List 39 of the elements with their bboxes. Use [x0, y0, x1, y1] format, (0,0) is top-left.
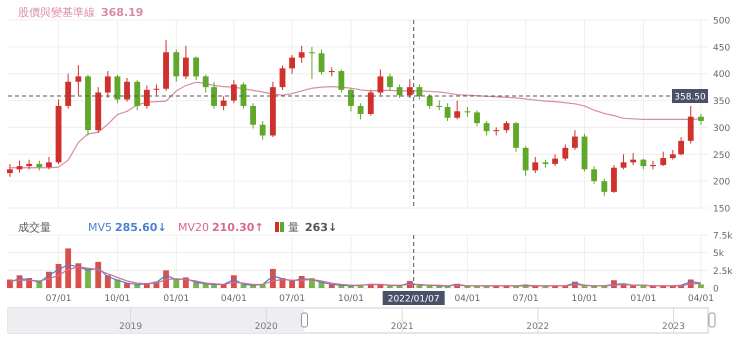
text: 368.19	[101, 6, 144, 19]
y-tick-label: 450	[713, 43, 730, 54]
x-tick-label: 01/01	[163, 294, 190, 304]
y-tick-label: 400	[713, 70, 730, 80]
legend-label: 量	[288, 221, 299, 234]
x-tick-label: 04/01	[220, 294, 247, 304]
x2-tick-label: 2020	[254, 322, 278, 332]
y-tick-label: 150	[713, 204, 730, 214]
x2-tick-label: 2023	[662, 322, 685, 332]
x-tick-label: 04/01	[688, 294, 714, 304]
y-tick-label: 250	[713, 150, 730, 161]
x-tick-label: 07/01	[46, 294, 72, 304]
ref-line-label: 2022/01/07	[388, 294, 440, 304]
x2-tick-label: 2022	[526, 322, 550, 332]
y-tick-label: 350	[713, 97, 730, 108]
x-tick-label: 07/01	[512, 294, 539, 304]
ref-line-label: 358.50	[674, 92, 706, 103]
x-tick-label: 07/01	[279, 294, 306, 304]
x-tick-label: 10/01	[338, 294, 364, 304]
y-tick-label: 7.5k	[713, 232, 734, 242]
y-tick-label: 0	[713, 284, 719, 294]
x-tick-label: 10/01	[104, 294, 130, 304]
chart-title: 成交量	[18, 221, 51, 234]
y-tick-label: 300	[713, 124, 730, 134]
y-tick-label: 2.5k	[713, 266, 734, 277]
x2-tick-label: 2021	[390, 322, 414, 332]
y-tick-label: 200	[713, 178, 730, 188]
text: MV20	[178, 221, 210, 234]
text: MV5	[88, 221, 112, 234]
text: 210.30↑	[212, 221, 264, 234]
x-tick-label: 04/01	[454, 294, 480, 304]
text: 股價與變基準線	[18, 6, 95, 19]
x-tick-label: 10/01	[572, 294, 598, 304]
text: 285.60↓	[115, 221, 167, 234]
y-tick-label: 5k	[713, 249, 725, 260]
y-tick-label: 500	[713, 16, 730, 26]
text: 263↓	[305, 221, 338, 234]
x-tick-label: 01/01	[630, 294, 656, 304]
x2-tick-label: 2019	[119, 322, 142, 332]
